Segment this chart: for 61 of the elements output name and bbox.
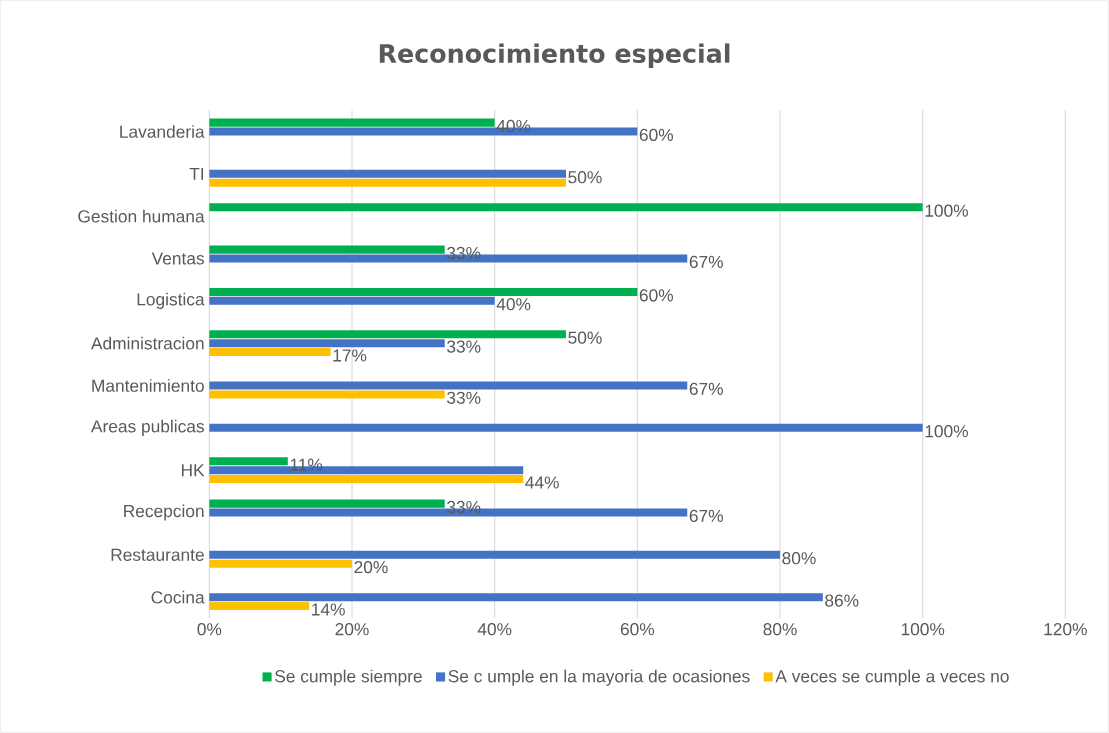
legend-label: Se c umple en la mayoria de ocasiones: [448, 669, 750, 686]
legend-label: A veces se cumple a veces no: [775, 669, 1009, 686]
data-label: 50%: [568, 331, 602, 344]
bar: [209, 550, 781, 559]
y-tick-label: Administracion: [90, 336, 204, 350]
bar: [209, 296, 495, 305]
y-tick-label: Mantenimiento: [92, 379, 204, 392]
bar: [209, 457, 288, 466]
data-label: 100%: [925, 204, 968, 217]
chart-title: Reconocimiento especial: [379, 43, 730, 68]
data-label: 60%: [639, 289, 674, 302]
bar: [209, 499, 445, 508]
y-tick-label: Gestion humana: [78, 209, 205, 223]
data-label: 33%: [447, 391, 481, 404]
bar: [209, 381, 688, 390]
bar: [209, 348, 331, 357]
bar: [209, 559, 353, 568]
y-tick-label: TI: [189, 167, 204, 180]
bar: [209, 475, 524, 484]
x-tick-label: 60%: [620, 623, 655, 636]
data-label: 14%: [312, 603, 345, 616]
bar: [209, 602, 310, 611]
data-label: 40%: [496, 298, 531, 311]
bar: [209, 118, 495, 127]
data-label: 67%: [689, 382, 723, 396]
legend-label: Se cumple siempre: [275, 669, 422, 686]
x-tick-label: 0%: [197, 623, 222, 636]
bar: [209, 330, 567, 339]
data-label: 80%: [782, 552, 816, 565]
bar: [209, 593, 823, 602]
x-tick-label: 20%: [335, 623, 369, 636]
data-label: 50%: [568, 171, 602, 184]
bar: [209, 203, 923, 212]
y-tick-label: Ventas: [151, 252, 205, 265]
bar: [209, 423, 923, 432]
y-tick-label: HK: [181, 464, 205, 477]
x-tick-label: 80%: [763, 623, 797, 636]
x-tick-label: 120%: [1044, 623, 1087, 636]
bar: [209, 390, 445, 399]
data-label: 67%: [689, 509, 723, 523]
data-label: 17%: [333, 349, 367, 362]
x-tick-label: 40%: [477, 623, 512, 636]
y-tick-label: Cocina: [151, 590, 205, 604]
y-tick-label: Areas publicas: [90, 419, 204, 436]
bar: [209, 169, 567, 178]
data-label: 67%: [689, 255, 723, 269]
y-tick-label: Recepcion: [124, 504, 204, 521]
y-tick-label: Logistica: [137, 292, 205, 309]
y-tick-label: Restaurante: [111, 548, 204, 561]
bar: [209, 339, 445, 348]
data-label: 20%: [354, 560, 388, 574]
data-label: 44%: [525, 476, 559, 489]
data-label: 60%: [639, 128, 674, 142]
data-label: 33%: [447, 340, 481, 353]
data-label: 86%: [825, 594, 859, 607]
data-label: 100%: [925, 425, 968, 438]
y-tick-label: Lavanderia: [120, 125, 205, 138]
x-tick-label: 100%: [901, 623, 945, 636]
bar: [209, 245, 445, 254]
bar: [209, 178, 567, 187]
bar: [209, 287, 638, 296]
